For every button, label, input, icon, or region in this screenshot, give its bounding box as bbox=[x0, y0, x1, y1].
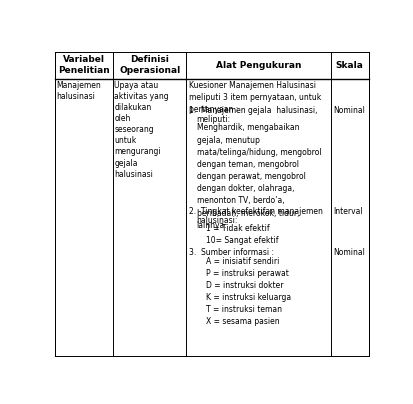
Text: meliputi:: meliputi: bbox=[197, 115, 231, 124]
Text: 2.  Tingkat keefektifan manajemen: 2. Tingkat keefektifan manajemen bbox=[189, 207, 323, 216]
Text: Skala: Skala bbox=[336, 61, 363, 69]
Text: Nominal: Nominal bbox=[333, 248, 365, 257]
Text: Nominal: Nominal bbox=[333, 106, 365, 116]
Text: Alat Pengukuran: Alat Pengukuran bbox=[216, 61, 301, 69]
Text: Menghardik, mengabaikan
gejala, menutup
mata/telinga/hidung, mengobrol
dengan te: Menghardik, mengabaikan gejala, menutup … bbox=[197, 124, 321, 229]
Text: Variabel
Penelitian: Variabel Penelitian bbox=[58, 55, 110, 75]
Text: Interval: Interval bbox=[333, 207, 363, 216]
Text: halusinasi:: halusinasi: bbox=[197, 216, 238, 225]
Text: Kuesioner Manajemen Halusinasi
meliputi 3 item pernyataan, untuk
pertanyaan :: Kuesioner Manajemen Halusinasi meliputi … bbox=[189, 81, 321, 114]
Text: Manajemen
halusinasi: Manajemen halusinasi bbox=[56, 81, 101, 101]
Text: Upaya atau
aktivitas yang
dilakukan
oleh
seseorang
untuk
mengurangi
gejala
halus: Upaya atau aktivitas yang dilakukan oleh… bbox=[114, 81, 169, 179]
Text: Definisi
Operasional: Definisi Operasional bbox=[119, 55, 180, 75]
Text: 1.  Manajemen gejala  halusinasi,: 1. Manajemen gejala halusinasi, bbox=[189, 106, 317, 116]
Text: 1 = Tidak efektif
10= Sangat efektif: 1 = Tidak efektif 10= Sangat efektif bbox=[206, 224, 278, 245]
Text: A = inisiatif sendiri
P = instruksi perawat
D = instruksi dokter
K = instruksi k: A = inisiatif sendiri P = instruksi pera… bbox=[206, 257, 291, 326]
Text: 3.  Sumber informasi :: 3. Sumber informasi : bbox=[189, 248, 274, 257]
